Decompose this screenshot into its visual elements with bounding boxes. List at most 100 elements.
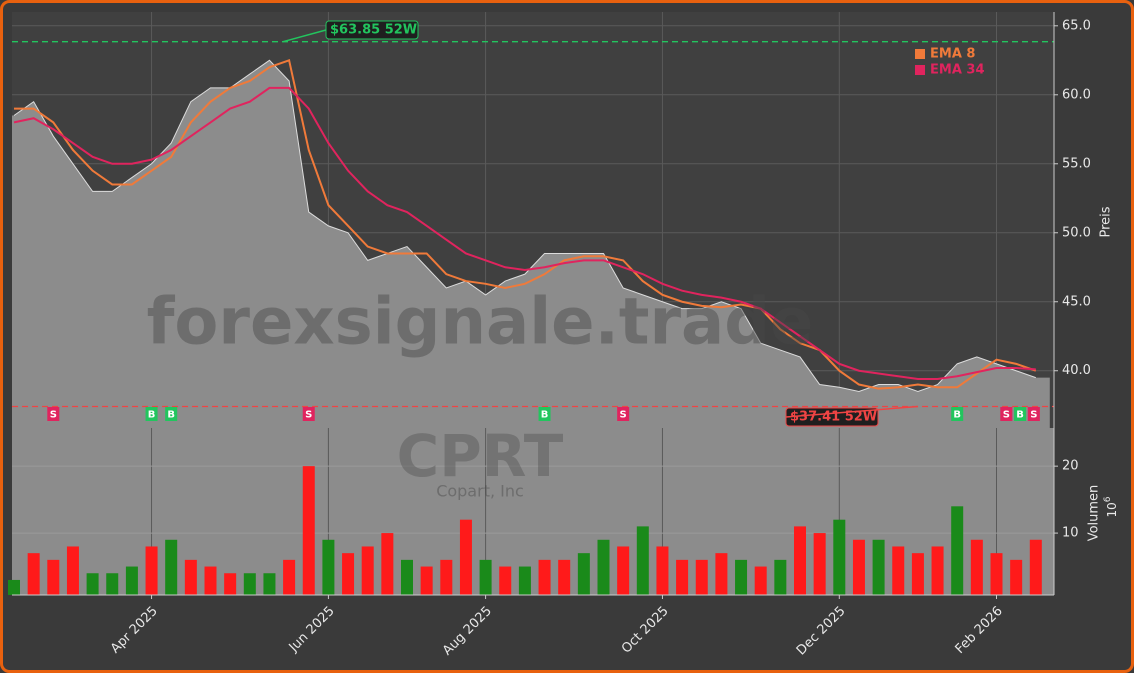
volume-bar (872, 539, 885, 595)
legend-swatch (915, 65, 925, 75)
volume-bar (381, 533, 394, 595)
y-tick-label: 50.0 (1062, 225, 1091, 240)
volume-bar (774, 559, 787, 595)
exp-power: 6 (1103, 496, 1113, 502)
signal-box (47, 407, 60, 421)
volume-bar (794, 526, 806, 595)
volume-bar (892, 546, 905, 595)
volume-bar (558, 559, 571, 595)
volume-bar (165, 539, 178, 595)
volume-bar (990, 553, 1003, 595)
volume-bar (518, 566, 531, 595)
volume-bar (302, 466, 315, 595)
signal-label: B (953, 410, 961, 421)
volume-bar (145, 546, 158, 595)
volume-bar (47, 559, 60, 595)
volume-bar (852, 539, 865, 595)
signal-label: S (620, 410, 627, 421)
volume-bar (577, 553, 590, 595)
volume-bar (184, 559, 197, 595)
y-tick-label: 20 (1062, 459, 1079, 474)
signal-box (302, 407, 315, 421)
volume-bar (479, 559, 492, 595)
volume-bar (263, 573, 276, 595)
volume-bar (27, 553, 40, 595)
volume-bar (499, 566, 512, 595)
volume-bar (597, 539, 610, 595)
volume-bar (833, 519, 846, 595)
volume-bar (224, 573, 237, 595)
extreme-arrow (282, 29, 327, 43)
volume-bar (617, 546, 630, 595)
signal-box (538, 407, 551, 421)
volume-bar (125, 566, 138, 595)
signal-label: S (305, 410, 312, 421)
signal-box (1014, 407, 1027, 421)
exp-base: 10 (1105, 502, 1119, 517)
watermark: forexsignale.trade (147, 286, 814, 360)
volume-bar (656, 546, 669, 595)
volume-bar (361, 546, 374, 595)
volume-bar (342, 553, 355, 595)
volume-bar (8, 579, 20, 595)
volume-bar (283, 559, 296, 595)
signal-box (145, 407, 158, 421)
volume-bar (322, 539, 335, 595)
volume-bar (735, 559, 748, 595)
signal-label: B (541, 410, 549, 421)
legend-label: EMA 8 (930, 47, 975, 62)
y2-exponent: 106 (1103, 496, 1119, 517)
y-tick-label: 55.0 (1062, 156, 1091, 171)
volume-bar (420, 566, 433, 595)
signal-label: S (1003, 410, 1010, 421)
volume-bar (538, 559, 551, 595)
close-line (13, 59, 1036, 392)
volume-bar (676, 559, 689, 595)
symbol-watermark: CPRT (397, 422, 564, 490)
signal-box (1000, 407, 1013, 421)
volume-bar (695, 559, 708, 595)
volume-bar (951, 506, 964, 595)
volume-bar (813, 533, 826, 595)
y-tick-label: 60.0 (1062, 87, 1091, 102)
company-watermark: Copart, Inc (436, 482, 524, 501)
signal-box (165, 407, 178, 421)
volume-bar (970, 539, 983, 595)
legend-label: EMA 34 (930, 63, 985, 78)
volume-bar (636, 526, 649, 595)
y-label: Preis (1099, 206, 1114, 237)
volume-bar (1010, 559, 1023, 595)
extreme-label: $37.41 52W (790, 410, 877, 425)
volume-bar (204, 566, 217, 595)
volume-bar (401, 559, 413, 595)
y-tick-label: 40.0 (1062, 363, 1091, 378)
close-area (12, 60, 1050, 429)
y-tick-label: 10 (1062, 526, 1079, 541)
signal-label: B (167, 410, 175, 421)
volume-bar (911, 553, 924, 595)
legend-swatch (915, 49, 925, 59)
volume-bar (754, 566, 767, 595)
signal-label: B (148, 410, 156, 421)
signal-label: B (1016, 410, 1024, 421)
y2-label: Volumen (1087, 485, 1102, 542)
volume-bar (459, 519, 472, 595)
volume-bar (931, 546, 944, 595)
y-tick-label: 45.0 (1062, 294, 1091, 309)
signal-box (617, 407, 630, 421)
signal-label: S (50, 410, 57, 421)
signal-label: S (1030, 410, 1037, 421)
volume-bar (440, 559, 453, 595)
volume-bar (86, 573, 99, 595)
signal-box (951, 407, 964, 421)
ema-line (14, 58, 1037, 390)
y-tick-label: 65.0 (1062, 18, 1091, 33)
volume-bar (715, 553, 728, 595)
volume-bar (243, 573, 256, 595)
volume-bar (66, 546, 79, 595)
extreme-arrow (785, 405, 919, 418)
volume-bar (106, 573, 119, 595)
signal-box (1027, 407, 1040, 421)
ema-line (13, 86, 1036, 381)
